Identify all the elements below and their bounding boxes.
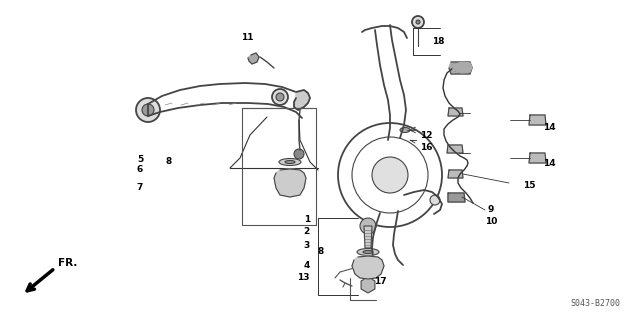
Text: 9: 9	[488, 205, 494, 214]
Polygon shape	[529, 115, 546, 125]
Circle shape	[360, 218, 376, 234]
Text: 8: 8	[318, 248, 324, 256]
Polygon shape	[448, 193, 465, 202]
Ellipse shape	[279, 159, 301, 166]
Text: 3: 3	[304, 241, 310, 249]
Text: 13: 13	[298, 273, 310, 283]
Ellipse shape	[363, 250, 373, 254]
Polygon shape	[529, 153, 546, 163]
Text: 1: 1	[304, 216, 310, 225]
Circle shape	[294, 149, 304, 159]
Text: 18: 18	[432, 38, 445, 47]
Circle shape	[276, 93, 284, 101]
Text: S043-B2700: S043-B2700	[570, 299, 620, 308]
Ellipse shape	[400, 128, 410, 132]
Polygon shape	[274, 169, 306, 197]
Text: 12: 12	[420, 130, 433, 139]
Text: 16: 16	[420, 144, 433, 152]
Polygon shape	[352, 256, 384, 279]
Text: 4: 4	[303, 261, 310, 270]
Circle shape	[136, 98, 160, 122]
Polygon shape	[364, 226, 372, 248]
Text: FR.: FR.	[58, 258, 77, 268]
Polygon shape	[448, 170, 463, 178]
Text: 5: 5	[137, 154, 143, 164]
Circle shape	[372, 157, 408, 193]
Ellipse shape	[357, 249, 379, 256]
Text: 10: 10	[485, 217, 497, 226]
Ellipse shape	[285, 160, 295, 164]
Circle shape	[430, 195, 440, 205]
Text: 8: 8	[165, 158, 172, 167]
Circle shape	[142, 104, 154, 116]
Text: 11: 11	[241, 33, 253, 42]
Text: 15: 15	[523, 181, 536, 189]
Polygon shape	[447, 145, 463, 153]
Text: 7: 7	[136, 183, 143, 192]
Text: 6: 6	[137, 166, 143, 174]
Circle shape	[272, 89, 288, 105]
Text: 17: 17	[374, 278, 387, 286]
Polygon shape	[453, 62, 472, 73]
Text: 14: 14	[543, 123, 556, 132]
Text: 14: 14	[543, 159, 556, 167]
Text: 2: 2	[304, 227, 310, 236]
Polygon shape	[449, 62, 472, 74]
Polygon shape	[248, 53, 259, 64]
Circle shape	[416, 20, 420, 24]
Circle shape	[412, 16, 424, 28]
Polygon shape	[294, 90, 310, 110]
Polygon shape	[448, 108, 463, 116]
